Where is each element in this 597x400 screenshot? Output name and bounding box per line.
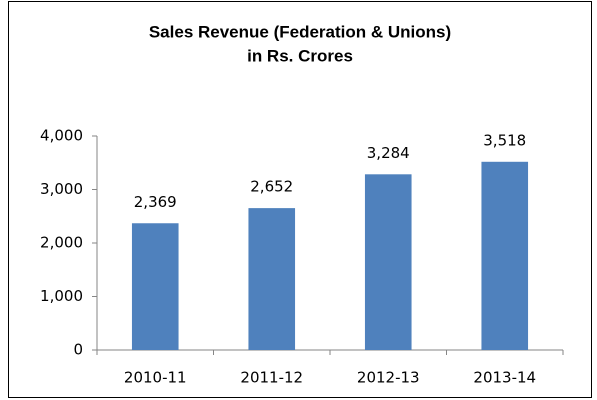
x-tick-label: 2013-14 (473, 369, 536, 387)
x-tick-label: 2012-13 (357, 369, 420, 387)
y-tick-label: 3,000 (40, 180, 83, 198)
y-tick-label: 2,000 (40, 234, 83, 252)
chart-title: Sales Revenue (Federation & Unions) (149, 22, 451, 41)
value-label: 3,518 (483, 131, 526, 149)
value-label: 3,284 (367, 144, 410, 162)
value-label: 2,369 (134, 193, 177, 211)
y-tick-label: 4,000 (40, 127, 83, 145)
x-tick-label: 2011-12 (240, 369, 303, 387)
x-tick-label: 2010-11 (124, 369, 187, 387)
y-tick-label: 0 (73, 341, 83, 359)
bar (131, 223, 179, 350)
chart-subtitle: in Rs. Crores (247, 46, 353, 65)
y-tick-label: 1,000 (40, 287, 83, 305)
bar (481, 161, 529, 350)
bar (248, 208, 296, 350)
value-label: 2,652 (250, 178, 293, 196)
bar (364, 174, 412, 350)
